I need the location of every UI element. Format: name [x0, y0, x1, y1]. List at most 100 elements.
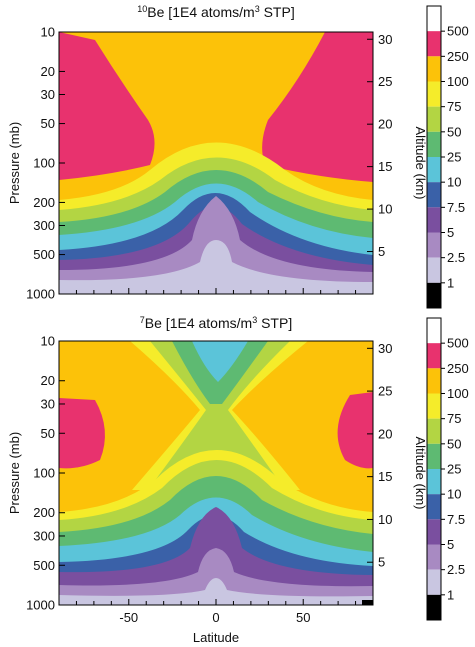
- bottom-x-cyan-top: [192, 341, 248, 382]
- top-colorbar-label: 75: [447, 99, 461, 114]
- top-pressure-axis-label: Pressure (mb): [7, 122, 22, 204]
- top-colorbar-swatch: [427, 81, 441, 107]
- bottom-pressure-axis-label: Pressure (mb): [7, 432, 22, 514]
- bottom-altitude-tick-label: 5: [378, 555, 385, 570]
- bottom-latitude-ticks: -50 0 50: [75, 599, 357, 625]
- top-panel-title: 10Be [1E4 atoms/m3 STP]: [137, 4, 294, 20]
- top-pressure-tick-label: 50: [41, 116, 55, 131]
- top-altitude-ticks: 5 10 15 20 25 30: [367, 32, 392, 259]
- top-pressure-tick-label: 500: [33, 247, 55, 262]
- top-pressure-tick-label: 200: [33, 195, 55, 210]
- bottom-pressure-tick-label: 20: [41, 373, 55, 388]
- bottom-colorbar: 500 250 100 75 50 25 10 7.5 5 2.5 1: [426, 317, 469, 621]
- top-colorbar: 500 250 100 75 50 25 10 7.5 5 2.5 1: [426, 5, 469, 309]
- bottom-colorbar-swatch: [427, 318, 441, 344]
- top-altitude-tick-label: 25: [378, 74, 392, 89]
- bottom-colorbar-label: 25: [447, 462, 461, 477]
- bottom-latitude-tick-label: -50: [119, 610, 138, 625]
- top-pressure-tick-label: 100: [33, 156, 55, 171]
- top-latitude-ticks: [75, 288, 357, 294]
- top-colorbar-swatch: [427, 131, 441, 157]
- bottom-colorbar-label: 250: [447, 361, 469, 376]
- top-level-2p5: [59, 240, 373, 294]
- bottom-altitude-axis-label: Altitude (km): [413, 437, 428, 510]
- bottom-colorbar-swatch: [427, 594, 441, 620]
- bottom-colorbar-swatch: [427, 393, 441, 419]
- top-pressure-tick-label: 1000: [26, 287, 55, 302]
- bottom-altitude-tick-label: 25: [378, 384, 392, 399]
- bottom-pressure-ticks: 10 20 30 50 100 200 300 500 1000: [26, 334, 65, 613]
- top-altitude-tick-label: 5: [378, 244, 385, 259]
- bottom-colorbar-label: 75: [447, 411, 461, 426]
- bottom-colorbar-label: 5: [447, 537, 454, 552]
- top-colorbar-swatch: [427, 157, 441, 183]
- bottom-pressure-tick-label: 100: [33, 466, 55, 481]
- bottom-altitude-tick-label: 20: [378, 426, 392, 441]
- bottom-level-1: [59, 578, 373, 605]
- bottom-altitude-ticks: 5 10 15 20 25 30: [367, 341, 392, 570]
- top-colorbar-swatch: [427, 182, 441, 208]
- top-pressure-ticks: 10 20 30 50 100 200 300 500 1000: [26, 25, 65, 302]
- bottom-colorbar-label: 50: [447, 436, 461, 451]
- bottom-x-lime: [148, 341, 290, 490]
- bottom-colorbar-label: 100: [447, 386, 469, 401]
- bottom-latitude-tick-label: 50: [296, 610, 310, 625]
- bottom-altitude-tick-label: 30: [378, 341, 392, 356]
- top-colorbar-swatch: [427, 56, 441, 82]
- top-magenta-left: [59, 32, 155, 180]
- bottom-pressure-tick-label: 200: [33, 505, 55, 520]
- top-colorbar-label: 100: [447, 74, 469, 89]
- top-colorbar-label: 50: [447, 124, 461, 139]
- top-altitude-tick-label: 20: [378, 117, 392, 132]
- bottom-altitude-tick-label: 10: [378, 512, 392, 527]
- bottom-colorbar-label: 1: [447, 587, 454, 602]
- top-altitude-tick-label: 30: [378, 32, 392, 47]
- top-colorbar-label: 1: [447, 275, 454, 290]
- bottom-pressure-tick-label: 50: [41, 426, 55, 441]
- top-magenta-right: [262, 32, 373, 182]
- bottom-colorbar-swatch: [427, 469, 441, 495]
- bottom-colorbar-swatch: [427, 569, 441, 595]
- bottom-colorbar-label: 10: [447, 487, 461, 502]
- bottom-latitude-axis-label: Latitude: [193, 630, 239, 645]
- top-altitude-tick-label: 15: [378, 159, 392, 174]
- bottom-colorbar-swatch: [427, 443, 441, 469]
- top-colorbar-label: 10: [447, 175, 461, 190]
- top-altitude-axis-label: Altitude (km): [413, 127, 428, 200]
- bottom-colorbar-swatch: [427, 519, 441, 545]
- top-colorbar-label: 25: [447, 150, 461, 165]
- bottom-contour-field: [59, 341, 373, 605]
- top-colorbar-swatch: [427, 282, 441, 308]
- bottom-colorbar-swatch: [427, 418, 441, 444]
- top-colorbar-swatch: [427, 232, 441, 258]
- top-colorbar-swatch: [427, 257, 441, 283]
- top-pressure-tick-label: 300: [33, 218, 55, 233]
- bottom-pressure-tick-label: 300: [33, 528, 55, 543]
- bottom-altitude-tick-label: 15: [378, 469, 392, 484]
- top-colorbar-swatch: [427, 207, 441, 233]
- bottom-colorbar-swatch: [427, 343, 441, 369]
- top-pressure-tick-label: 30: [41, 87, 55, 102]
- bottom-pressure-tick-label: 500: [33, 558, 55, 573]
- bottom-pressure-tick-label: 1000: [26, 598, 55, 613]
- top-colorbar-label: 500: [447, 24, 469, 39]
- top-colorbar-label: 7.5: [447, 200, 465, 215]
- bottom-colorbar-label: 7.5: [447, 512, 465, 527]
- bottom-panel-title: 7Be [1E4 atoms/m3 STP]: [140, 315, 292, 331]
- top-colorbar-label: 5: [447, 225, 454, 240]
- bottom-magenta-left: [59, 398, 105, 469]
- bottom-colorbar-swatch: [427, 368, 441, 394]
- top-colorbar-label: 250: [447, 49, 469, 64]
- bottom-latitude-tick-label: 0: [212, 610, 219, 625]
- bottom-pressure-tick-label: 30: [41, 396, 55, 411]
- top-pressure-tick-label: 10: [41, 25, 55, 40]
- top-colorbar-swatch: [427, 106, 441, 132]
- top-contour-field: [59, 32, 373, 294]
- bottom-level-below-1: [362, 600, 373, 605]
- bottom-colorbar-swatch: [427, 544, 441, 570]
- top-pressure-tick-label: 20: [41, 64, 55, 79]
- bottom-colorbar-label: 500: [447, 336, 469, 351]
- bottom-magenta-right: [337, 392, 373, 469]
- bottom-colorbar-swatch: [427, 494, 441, 520]
